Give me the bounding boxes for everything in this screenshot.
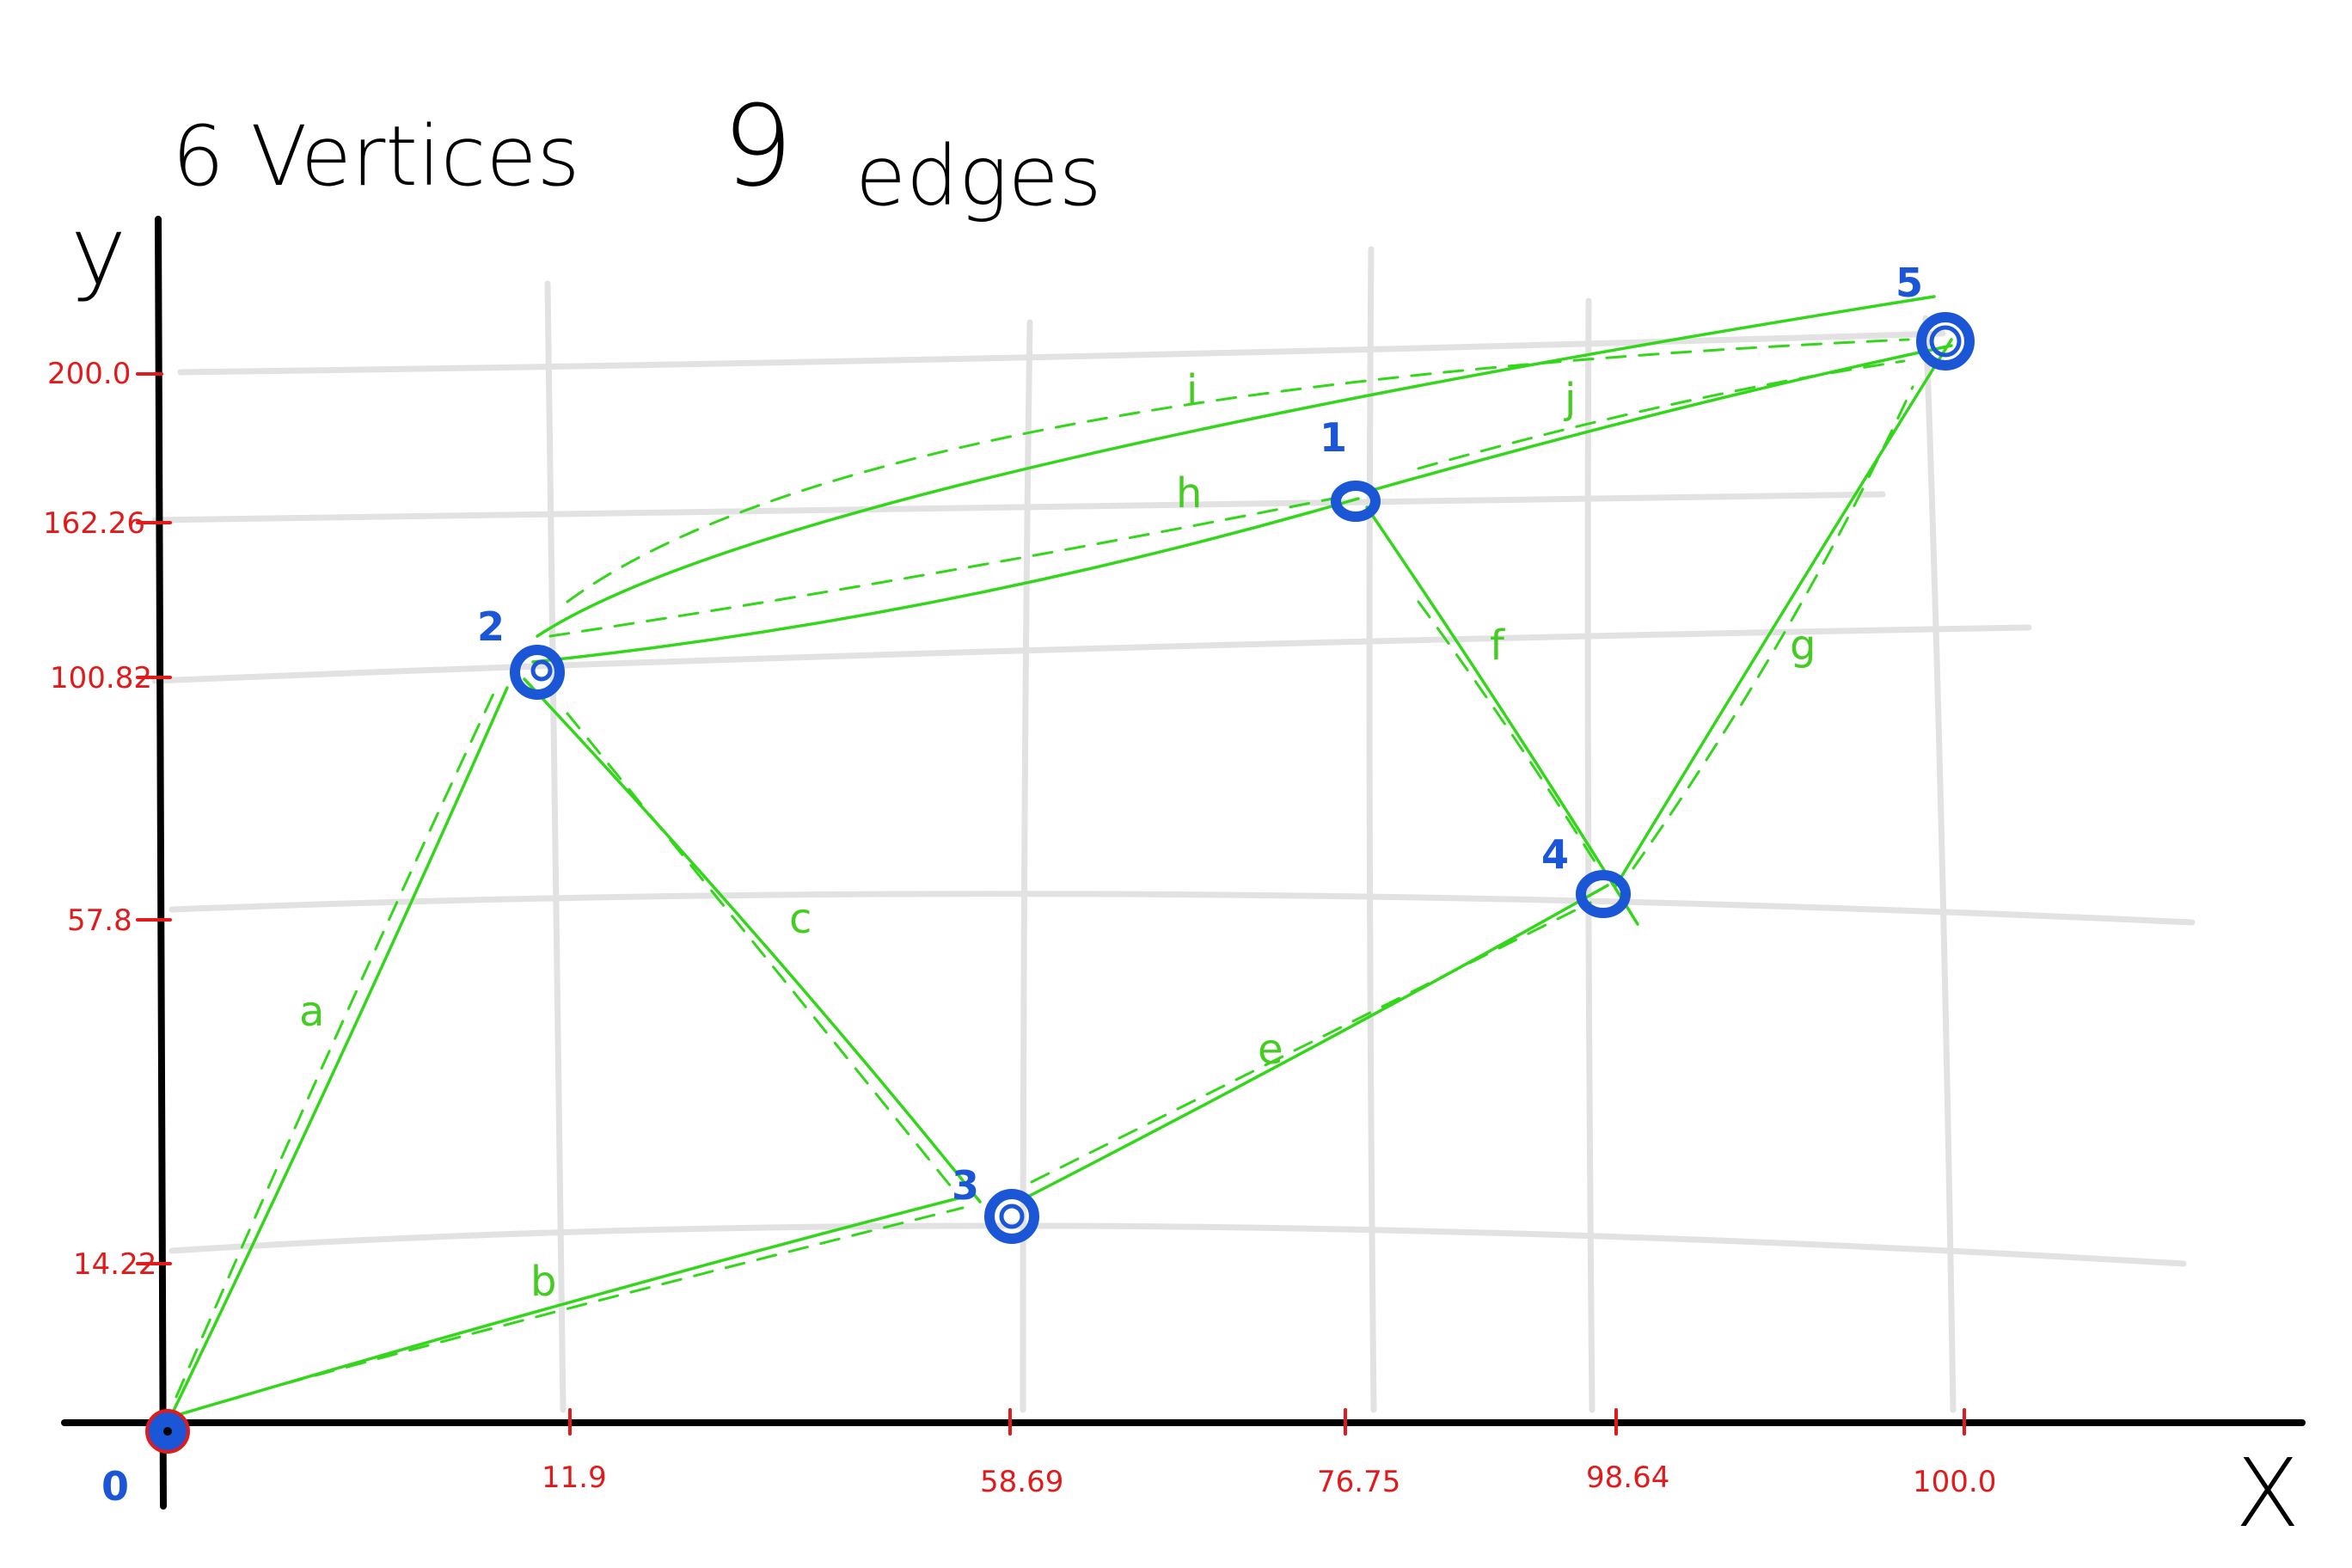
vertex-label-0: 0: [101, 1463, 129, 1510]
edges-count-number: 9: [722, 81, 793, 211]
edge-labels: a b c e f g h i j: [299, 366, 1816, 1306]
vertex-5: [1916, 312, 1975, 371]
x-tick-label-100: 100.0: [1913, 1465, 1996, 1499]
grid-vertical-1: [544, 280, 567, 1413]
vertex-4: [1576, 870, 1631, 918]
edge-i-sketch: [566, 338, 1910, 603]
background-grid: [151, 246, 2196, 1413]
grid-vertical-3: [1366, 246, 1377, 1413]
grid-vertical-2: [1020, 319, 1033, 1413]
edge-b-sketch: [282, 1206, 965, 1386]
edge-g: [1614, 338, 1953, 887]
edge-label-b: b: [530, 1258, 556, 1306]
graph-edges: [170, 295, 1953, 1416]
y-axis-label: y: [70, 196, 126, 306]
vertex-3: [984, 1189, 1039, 1244]
grid-vertical-5: [1922, 315, 1957, 1413]
edge-g-sketch: [1632, 385, 1914, 870]
y-tick-label-14: 14.22: [73, 1247, 156, 1282]
grid-horizontal-5: [168, 1222, 2187, 1267]
x-tick-label-11: 11.9: [542, 1461, 607, 1495]
edge-e: [1021, 884, 1609, 1201]
vertex-0: [145, 1409, 190, 1454]
y-axis: [155, 216, 167, 1510]
axes: [61, 216, 2306, 1510]
y-tick-label-57: 57.8: [67, 903, 132, 938]
vertices-count-title: 6 Vertices: [172, 108, 580, 205]
y-tick-label-100: 100.82: [50, 661, 152, 695]
edge-f: [1365, 505, 1639, 926]
edge-label-c: c: [789, 895, 812, 943]
edge-a-sketch: [175, 690, 496, 1399]
vertex-labels: 0 1 2 3 4 5: [101, 260, 1923, 1510]
edge-label-g: g: [1790, 622, 1816, 670]
axis-ticks: [136, 372, 1966, 1436]
vertex-label-2: 2: [477, 603, 505, 650]
edge-j: [1365, 344, 1953, 493]
edge-label-f: f: [1490, 622, 1505, 670]
x-tick-label-58: 58.69: [980, 1465, 1063, 1499]
vertex-label-5: 5: [1896, 260, 1923, 306]
edge-label-i: i: [1186, 366, 1197, 414]
vertex-label-4: 4: [1541, 831, 1569, 878]
edge-h: [531, 497, 1360, 664]
edges-count-word: edges: [855, 128, 1102, 224]
y-tick-label-162: 162.26: [43, 506, 145, 541]
vertex-label-3: 3: [952, 1162, 979, 1209]
edge-i: [536, 295, 1936, 638]
edge-label-e: e: [1258, 1026, 1283, 1074]
vertex-1: [1331, 481, 1381, 522]
edge-j-sketch: [1417, 359, 1906, 470]
grid-horizontal-4: [168, 891, 2196, 926]
edge-c-sketch: [566, 712, 956, 1192]
edge-e-sketch: [1030, 901, 1592, 1184]
grid-vertical-4: [1584, 297, 1596, 1413]
edge-a: [170, 686, 509, 1416]
x-axis: [61, 1417, 2306, 1426]
edge-label-h: h: [1176, 469, 1202, 518]
edge-label-j: j: [1564, 375, 1576, 423]
x-axis-label: X: [2235, 1438, 2300, 1548]
vertex-label-1: 1: [1320, 414, 1347, 461]
x-tick-label-76: 76.75: [1317, 1465, 1400, 1499]
graph-vertices: [145, 312, 1975, 1454]
grid-horizontal-3: [151, 624, 2032, 684]
vertex-2: [510, 645, 565, 700]
y-tick-label-200: 200.0: [47, 357, 131, 391]
edge-h-sketch: [548, 495, 1343, 638]
tick-labels: 200.0 162.26 100.82 57.8 14.22 11.9 58.6…: [43, 357, 1996, 1499]
edge-c: [523, 677, 982, 1204]
edge-label-a: a: [299, 988, 324, 1036]
edge-f-sketch: [1417, 600, 1601, 870]
grid-horizontal-2: [151, 491, 1886, 524]
x-tick-label-98: 98.64: [1586, 1461, 1669, 1495]
